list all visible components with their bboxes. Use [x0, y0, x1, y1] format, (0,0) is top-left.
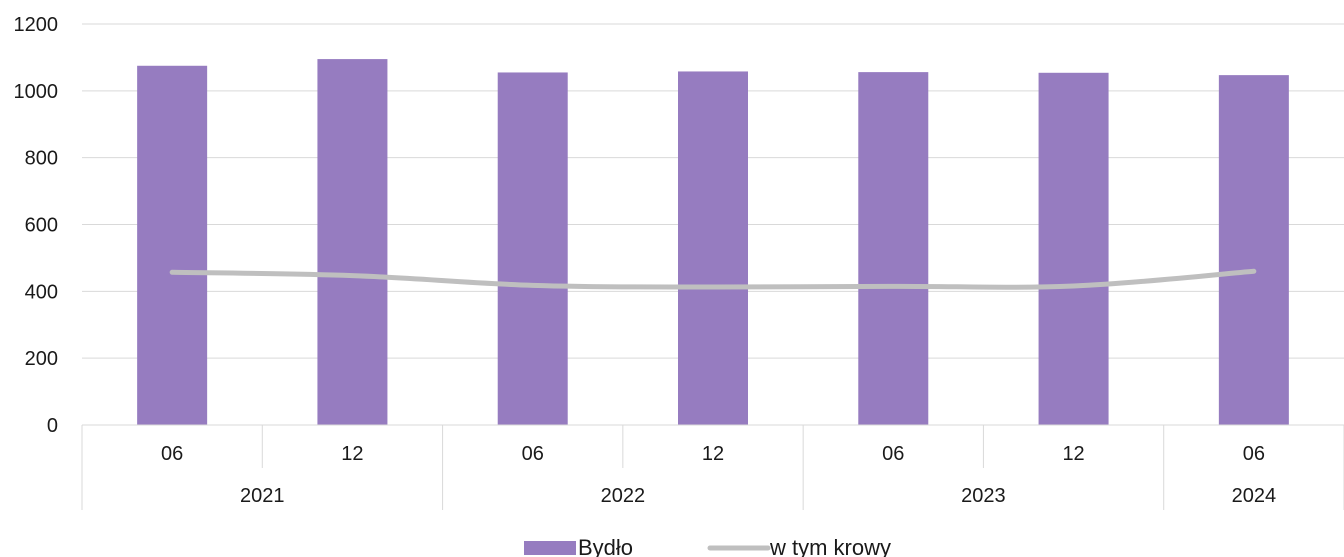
- bar: [317, 59, 388, 426]
- bar: [137, 65, 208, 425]
- bar: [678, 71, 748, 426]
- bar: [497, 72, 568, 426]
- y-tick-label: 1000: [14, 81, 59, 103]
- x-tick-label-year: 2024: [1232, 485, 1277, 507]
- y-tick-label: 600: [25, 215, 58, 237]
- y-tick-label: 1200: [14, 14, 59, 36]
- line-series: [169, 268, 1257, 290]
- y-tick-label: 800: [25, 148, 58, 170]
- legend: Bydło w tym krowy: [524, 535, 891, 557]
- x-tick-label-year: 2022: [601, 485, 646, 507]
- x-tick-label-month: 12: [702, 443, 724, 465]
- x-tick-label-month: 12: [341, 443, 363, 465]
- y-tick-label: 0: [47, 415, 58, 437]
- legend-swatch-bars: [524, 541, 576, 555]
- x-tick-label-year: 2021: [240, 485, 285, 507]
- y-axis-ticks: 0 200 400 600 800 1000 1200: [14, 14, 59, 437]
- bar-series: [137, 59, 1289, 426]
- x-tick-label-year: 2023: [961, 485, 1006, 507]
- bar: [1218, 75, 1289, 425]
- y-tick-label: 200: [25, 348, 58, 370]
- x-tick-label-month: 12: [1062, 443, 1084, 465]
- legend-label-bars: Bydło: [578, 535, 633, 557]
- bar: [858, 72, 929, 426]
- y-tick-label: 400: [25, 281, 58, 303]
- x-tick-label-month: 06: [1243, 443, 1265, 465]
- bar: [1038, 72, 1109, 425]
- legend-label-line: w tym krowy: [769, 535, 891, 557]
- x-axis: 06 12 06 12 06 12 06 2021 2022 2023 2024: [81, 424, 1344, 510]
- x-tick-label-month: 06: [161, 443, 183, 465]
- x-tick-label-month: 06: [522, 443, 544, 465]
- x-tick-label-month: 06: [882, 443, 904, 465]
